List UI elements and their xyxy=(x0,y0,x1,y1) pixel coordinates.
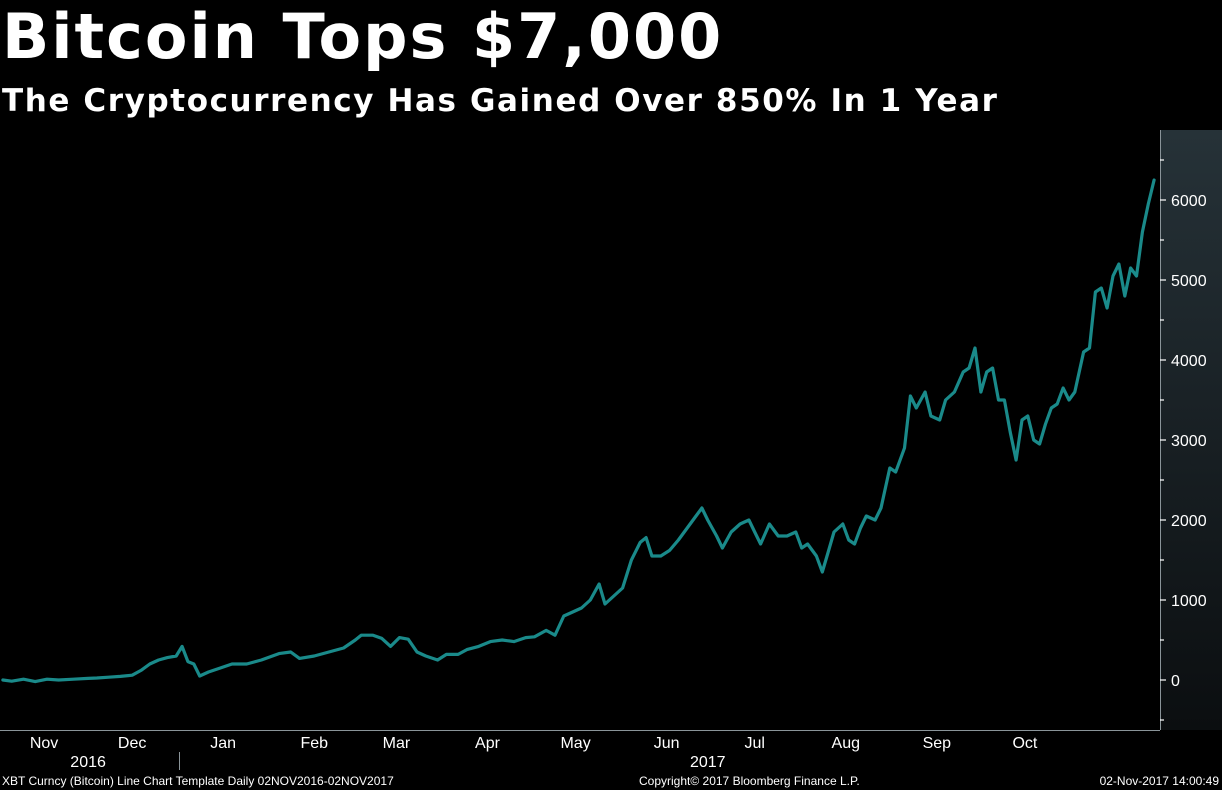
y-axis-panel xyxy=(1160,130,1222,730)
y-tick-label: 3000 xyxy=(1171,433,1207,450)
x-axis-ticks: Nov Dec Jan Feb Mar Apr May Jun Jul Aug Sep Oct 2016… xyxy=(30,735,1038,771)
x-tick-label: May xyxy=(560,735,590,752)
x-tick-label: Oct xyxy=(1012,735,1037,752)
x-tick-label: Sep xyxy=(923,735,952,752)
footer-timestamp: 02-Nov-2017 14:00:49 xyxy=(1099,774,1219,788)
series-line-bitcoin xyxy=(1,178,1156,684)
footer-template-info: XBT Curncy (Bitcoin) Line Chart Template… xyxy=(2,774,394,788)
y-tick-label: 4000 xyxy=(1171,353,1207,370)
x-year-label: 2016 xyxy=(70,754,106,771)
x-tick-label: Mar xyxy=(383,735,411,752)
y-tick-label: 0 xyxy=(1171,673,1180,690)
x-tick-label: Jul xyxy=(745,735,765,752)
y-tick-label: 1000 xyxy=(1171,593,1207,610)
y-axis-ticks: 0 1000 2000 3000 4000 5000 6000 xyxy=(1160,159,1207,721)
x-tick-label: Dec xyxy=(118,735,146,752)
chart-title: Bitcoin Tops $7,000 xyxy=(2,0,724,73)
footer-copyright: Copyright© 2017 Bloomberg Finance L.P. xyxy=(639,774,860,788)
y-tick-label: 5000 xyxy=(1171,273,1207,290)
y-tick-label: 6000 xyxy=(1171,193,1207,210)
x-tick-label: Jan xyxy=(210,735,236,752)
x-tick-label: Apr xyxy=(475,735,501,752)
x-tick-label: Nov xyxy=(30,735,58,752)
x-tick-label: Aug xyxy=(832,735,860,752)
x-tick-label: Feb xyxy=(300,735,328,752)
y-tick-label: 2000 xyxy=(1171,513,1207,530)
chart-subtitle: The Cryptocurrency Has Gained Over 850% … xyxy=(2,83,999,119)
x-year-label: 2017 xyxy=(690,754,726,771)
x-tick-label: Jun xyxy=(654,735,680,752)
